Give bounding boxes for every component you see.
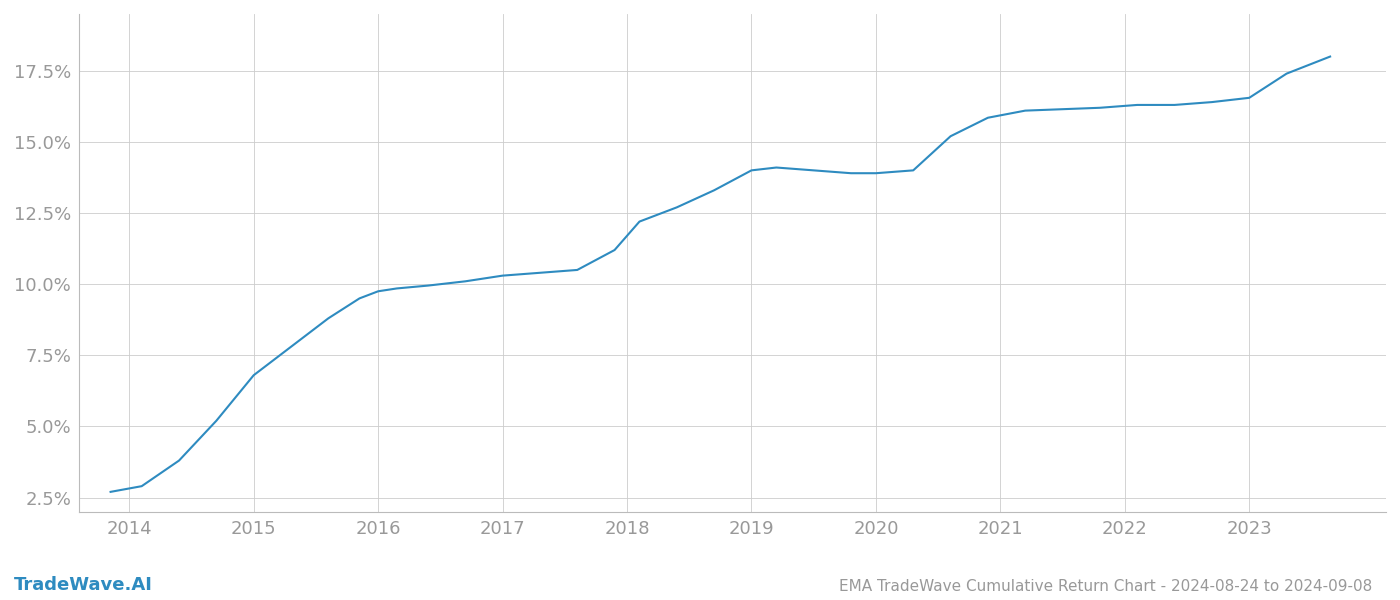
Text: TradeWave.AI: TradeWave.AI	[14, 576, 153, 594]
Text: EMA TradeWave Cumulative Return Chart - 2024-08-24 to 2024-09-08: EMA TradeWave Cumulative Return Chart - …	[839, 579, 1372, 594]
